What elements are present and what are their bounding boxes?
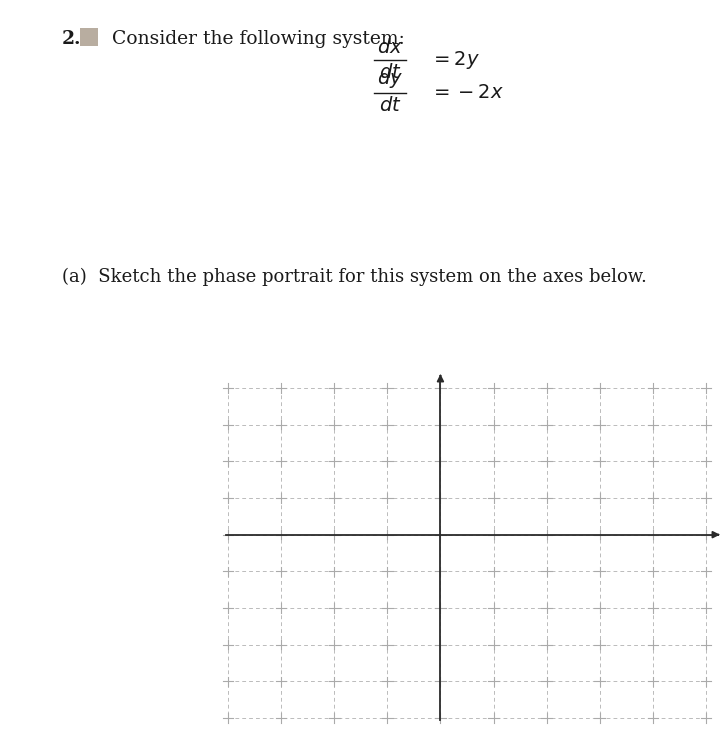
Text: $= 2y$: $= 2y$ <box>430 49 480 71</box>
Text: Consider the following system:: Consider the following system: <box>112 30 405 48</box>
Text: $= -2x$: $= -2x$ <box>430 84 504 102</box>
Text: (a)  Sketch the phase portrait for this system on the axes below.: (a) Sketch the phase portrait for this s… <box>62 268 647 286</box>
Text: 2.: 2. <box>62 30 81 48</box>
Bar <box>80 28 98 46</box>
Text: $dy$: $dy$ <box>377 67 403 90</box>
Text: $dt$: $dt$ <box>379 63 401 82</box>
Text: $dt$: $dt$ <box>379 96 401 115</box>
Text: $dx$: $dx$ <box>377 38 403 57</box>
